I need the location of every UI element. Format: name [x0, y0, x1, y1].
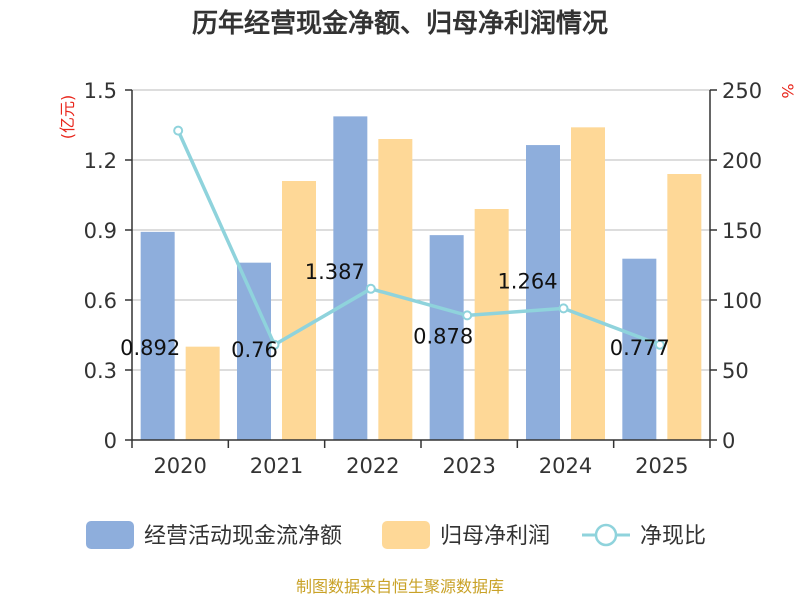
source-note: 制图数据来自恒生聚源数据库	[296, 577, 504, 596]
right-axis-unit: %	[778, 83, 797, 98]
left-axis-tick-label: 1.2	[84, 149, 117, 173]
x-axis-tick-label: 2021	[250, 454, 303, 478]
ratio-point	[269, 339, 280, 350]
ratio-point	[173, 125, 184, 136]
cash-flow-data-label: 0.892	[120, 336, 180, 360]
x-axis-tick-label: 2020	[153, 454, 206, 478]
right-axis-tick-label: 100	[722, 289, 762, 313]
cash-flow-data-label: 0.878	[413, 324, 473, 348]
cash-flow-bar	[333, 116, 368, 440]
legend-label-net-profit: 归母净利润	[440, 524, 550, 549]
cash-flow-bar	[622, 258, 657, 440]
cash-flow-bar	[429, 235, 464, 440]
cash-flow-bar	[526, 145, 560, 441]
ratio-point	[462, 310, 473, 321]
x-axis-tick-label: 2025	[635, 454, 688, 478]
cash-flow-data-label: 0.777	[610, 336, 670, 360]
net-profit-bar	[474, 209, 509, 440]
legend-label-cash-flow: 经营活动现金流净额	[144, 524, 342, 549]
net-profit-bar	[378, 139, 413, 440]
legend-swatch-net-profit	[382, 521, 430, 549]
ratio-line	[173, 125, 665, 350]
right-axis-tick-label: 150	[722, 219, 762, 243]
right-axis-tick-label: 250	[722, 79, 762, 103]
right-axis-tick-label: 200	[722, 149, 762, 173]
right-axis-tick-label: 50	[722, 359, 749, 383]
left-axis-tick-label: 0.9	[84, 219, 117, 243]
legend-swatch-cash-flow	[86, 521, 134, 549]
right-axis-tick-label: 0	[722, 429, 735, 453]
axes: 0 0.3 0.6 0.9 1.2 1.5 0 50 100 150 200 250 2020 2021 2…	[84, 79, 763, 478]
legend: 经营活动现金流净额 归母净利润 净现比	[86, 521, 706, 549]
left-axis-unit: (亿元)	[58, 95, 77, 140]
net-profit-bar	[282, 181, 316, 440]
legend-swatch-ratio-marker	[594, 523, 618, 547]
net-profit-bar	[185, 346, 220, 440]
cash-flow-bar	[140, 231, 175, 440]
cash-flow-data-label: 1.387	[305, 260, 365, 284]
cash-flow-data-label: 1.264	[497, 269, 557, 293]
net-profit-bar	[571, 127, 605, 440]
ratio-point	[365, 283, 376, 294]
x-axis-tick-label: 2023	[442, 454, 495, 478]
left-axis-tick-label: 0	[104, 429, 117, 453]
left-axis-tick-label: 0.6	[84, 289, 117, 313]
ratio-point	[654, 339, 665, 350]
bars	[140, 116, 702, 441]
left-axis-tick-label: 1.5	[84, 79, 117, 103]
legend-label-ratio: 净现比	[640, 524, 706, 549]
cash-flow-bar	[237, 262, 271, 440]
left-axis-tick-label: 0.3	[84, 359, 117, 383]
grid-lines	[132, 89, 710, 371]
x-axis-tick-label: 2024	[539, 454, 592, 478]
net-profit-bar	[667, 174, 702, 440]
ratio-line-path	[176, 129, 661, 348]
ratio-point	[558, 303, 569, 314]
cash-flow-data-label: 0.76	[231, 338, 278, 362]
data-labels: 0.892 0.76 1.387 0.878 1.264 0.777	[120, 260, 670, 362]
chart-title: 历年经营现金净额、归母净利润情况	[192, 8, 608, 39]
x-axis-tick-label: 2022	[346, 454, 399, 478]
